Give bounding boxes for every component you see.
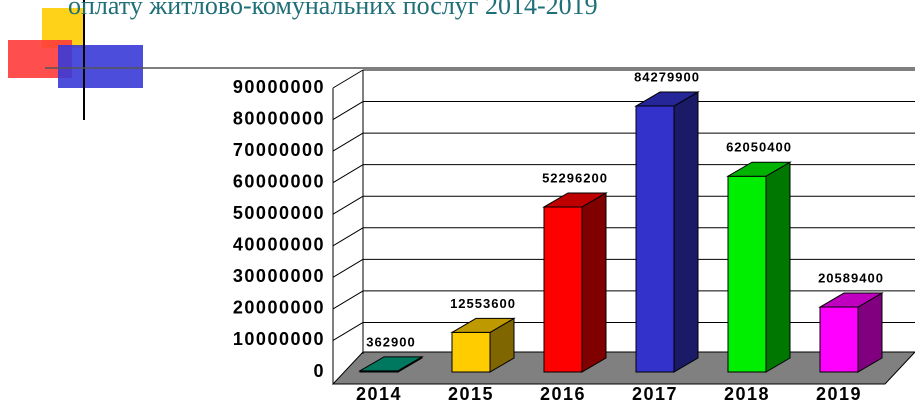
grid-line	[332, 322, 364, 341]
y-tick-label: 20000000	[233, 298, 325, 318]
bar-face	[634, 91, 700, 107]
bar	[634, 91, 700, 373]
bar	[358, 355, 424, 373]
bar	[542, 192, 608, 373]
value-label: 62050400	[726, 140, 792, 155]
x-tick-label: 2015	[448, 384, 494, 404]
bar-face	[581, 192, 607, 373]
grid-line	[332, 101, 364, 120]
bar-face	[727, 175, 767, 373]
grid-line	[332, 69, 364, 89]
grid-line	[332, 258, 364, 278]
x-tick-label: 2018	[724, 384, 770, 404]
bar-face	[635, 105, 675, 373]
y-tick-label: 80000000	[233, 108, 325, 128]
bar-face	[765, 161, 791, 373]
value-label: 362900	[366, 334, 415, 349]
y-tick-label: 60000000	[233, 171, 325, 191]
value-label: 52296200	[542, 170, 608, 185]
grid-line	[332, 132, 364, 152]
value-label: 12553600	[450, 296, 516, 311]
bar-face	[450, 317, 516, 333]
bar	[726, 161, 792, 373]
bar-face	[673, 91, 699, 373]
bar-face	[543, 206, 583, 373]
bar-face	[542, 192, 608, 208]
chart-title: оплату житлово-комунальних послуг 2014-2…	[68, 0, 598, 20]
grid-line	[332, 164, 364, 184]
grid-line	[332, 290, 364, 310]
grid-line	[332, 227, 364, 247]
bar	[450, 317, 516, 373]
y-tick-label: 90000000	[233, 77, 325, 97]
x-tick-label: 2019	[816, 384, 862, 404]
bar-face	[819, 306, 859, 373]
bar-face	[726, 161, 792, 177]
grid-line	[332, 195, 364, 215]
x-tick-label: 2016	[540, 384, 586, 404]
x-tick-label: 2014	[356, 384, 402, 404]
value-label: 84279900	[634, 69, 700, 84]
y-tick-label: 70000000	[233, 140, 325, 160]
bar-face	[818, 292, 884, 308]
y-tick-label: 50000000	[233, 203, 325, 223]
bar-face	[451, 331, 491, 373]
value-label: 20589400	[818, 270, 884, 285]
y-tick-label: 10000000	[233, 329, 325, 349]
decor-square	[58, 45, 143, 88]
y-tick-label: 30000000	[233, 266, 325, 286]
x-tick-label: 2017	[632, 384, 678, 404]
y-tick-label: 0	[313, 361, 325, 381]
bar-face	[358, 356, 424, 372]
y-tick-label: 40000000	[233, 235, 325, 255]
bar	[818, 292, 884, 373]
